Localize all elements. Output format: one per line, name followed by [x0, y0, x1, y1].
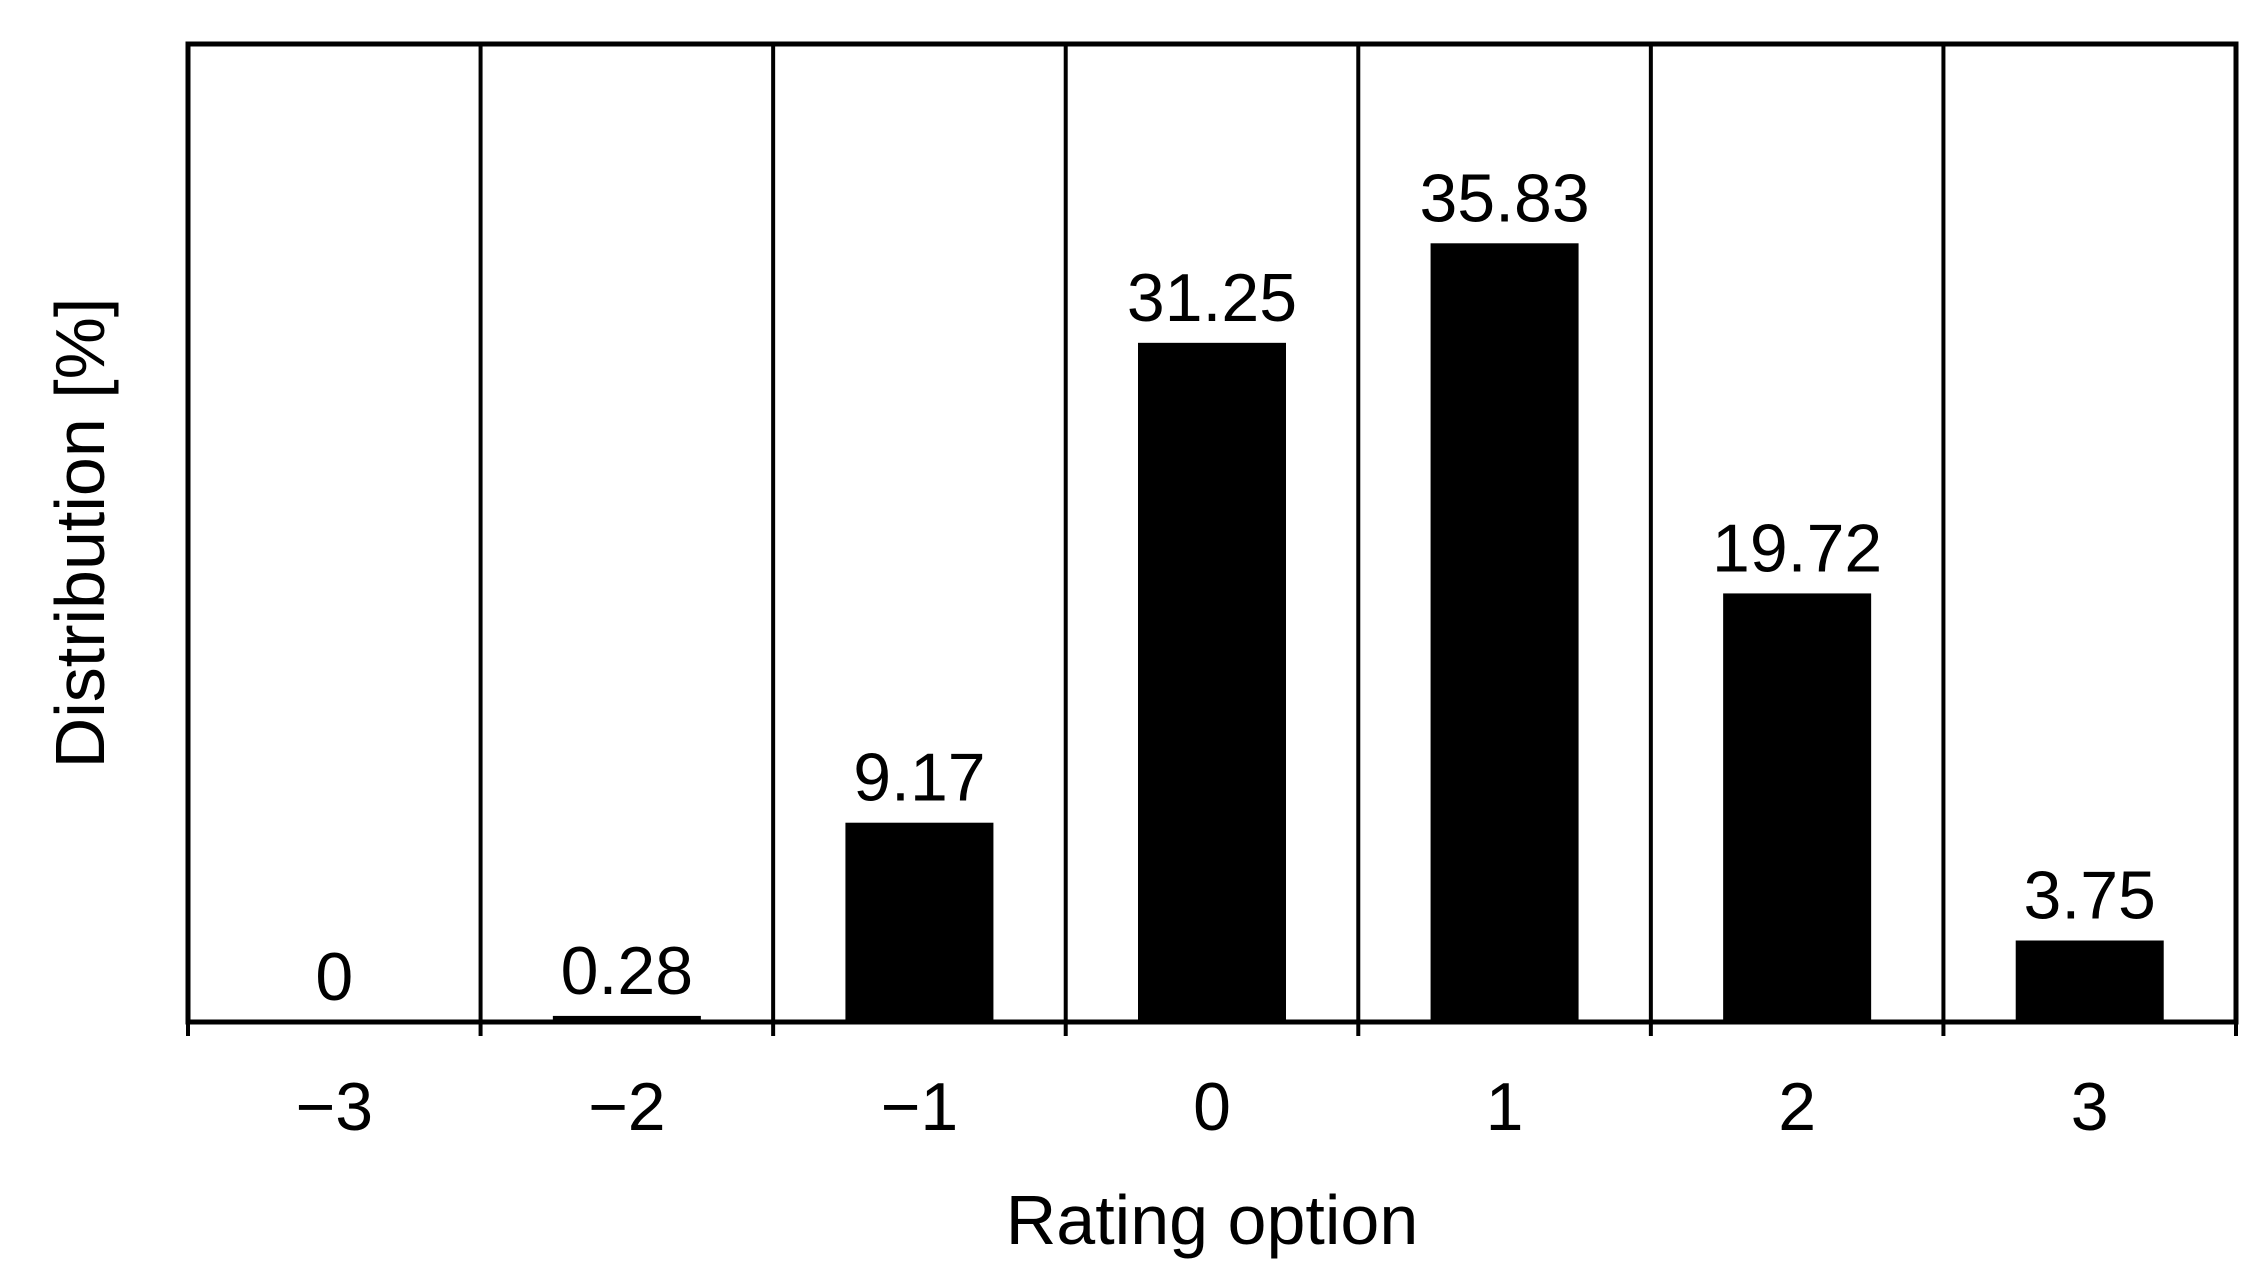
bar — [1723, 593, 1872, 1022]
x-tick-label: −1 — [881, 1069, 959, 1145]
data-label: 31.25 — [1127, 260, 1297, 336]
x-tick-label: 2 — [1778, 1069, 1816, 1145]
category-separators — [478, 44, 1946, 1022]
x-tick-label: −2 — [588, 1069, 666, 1145]
data-label: 35.83 — [1419, 160, 1589, 236]
data-label: 0.28 — [561, 933, 693, 1009]
bar — [845, 822, 994, 1022]
x-tick-label: 1 — [1486, 1069, 1524, 1145]
x-tick-label: −3 — [296, 1069, 374, 1145]
data-label: 3.75 — [2024, 858, 2156, 934]
x-tick-label: 3 — [2071, 1069, 2109, 1145]
x-axis-tick-labels: −3 −2 −1 0 1 2 3 — [296, 1069, 2109, 1145]
bar — [1138, 342, 1286, 1022]
x-tick-label: 0 — [1193, 1069, 1231, 1145]
y-axis-title: Distribution [%] — [41, 298, 119, 769]
x-axis-ticks — [186, 1022, 2238, 1036]
data-label: 0 — [315, 939, 353, 1015]
bar — [2015, 940, 2164, 1022]
bar — [552, 1015, 701, 1022]
data-label: 9.17 — [853, 740, 985, 816]
bar — [1430, 243, 1579, 1022]
data-label: 19.72 — [1712, 510, 1882, 586]
bars — [552, 243, 2164, 1022]
data-labels: 0 0.28 9.17 31.25 35.83 19.72 3.75 — [315, 160, 2156, 1015]
x-axis-title: Rating option — [1006, 1181, 1419, 1259]
